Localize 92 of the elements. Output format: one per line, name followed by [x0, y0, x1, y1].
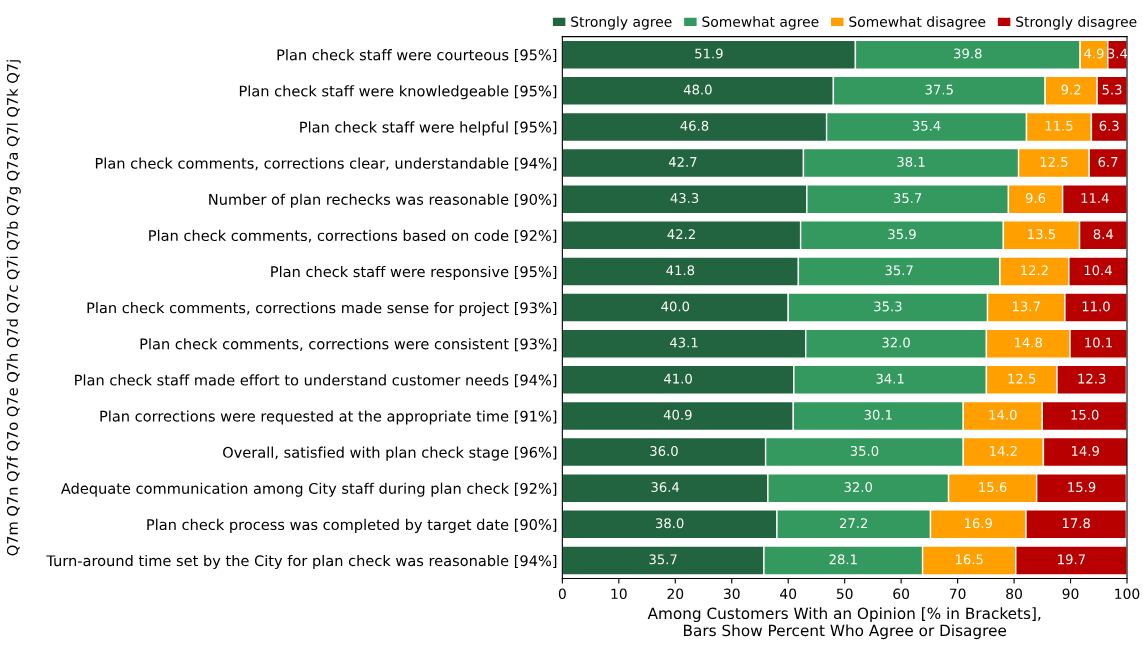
y-tick-label: Plan check comments, corrections clear, understandable [94%]: [95, 157, 557, 171]
data-label: 9.6: [1025, 193, 1046, 203]
data-label: 14.2: [990, 445, 1017, 456]
data-label: 12.2: [1021, 265, 1048, 276]
x-tick-label: 40: [780, 588, 797, 600]
data-label: 48.0: [683, 84, 712, 95]
data-label: 46.8: [680, 120, 709, 131]
data-label: 42.2: [667, 229, 695, 239]
data-label: 35.0: [850, 445, 879, 456]
data-label: 3.4: [1107, 48, 1128, 59]
data-label: 17.8: [1062, 518, 1090, 529]
x-tick-label: 60: [893, 588, 910, 600]
data-label: 15.9: [1068, 482, 1096, 493]
data-label: 15.6: [979, 482, 1007, 493]
y-tick-label: Plan check staff were helpful [95%]: [300, 121, 557, 136]
data-label: 35.4: [912, 120, 941, 131]
data-label: 4.9: [1084, 48, 1104, 59]
data-label: 38.0: [655, 518, 684, 529]
data-label: 51.9: [695, 48, 723, 59]
x-tick-label: 90: [1062, 588, 1079, 600]
data-label: 39.8: [954, 48, 982, 59]
data-label: 12.5: [1008, 373, 1036, 384]
data-label: 14.8: [1014, 337, 1042, 348]
y-tick-label: Adequate communication among City staff during plan check [92%]: [60, 482, 557, 497]
data-label: 6.3: [1099, 120, 1119, 131]
data-label: 32.0: [844, 482, 873, 493]
legend-label: Strongly disagree: [1016, 16, 1137, 30]
data-label: 36.0: [650, 445, 678, 456]
legend-label: Somewhat agree: [702, 16, 819, 30]
data-label: 37.5: [925, 84, 953, 95]
y-tick-label: Overall, satisfied with plan check stage [96%]: [223, 446, 557, 461]
y-tick-label: Plan check comments, corrections made sense for project [93%]: [87, 302, 557, 317]
data-label: 38.1: [897, 156, 925, 167]
y-tick-label: Plan check staff made effort to understand customer needs [94%]: [75, 374, 557, 388]
data-label: 40.9: [663, 409, 692, 420]
legend-label: Somewhat disagree: [849, 16, 986, 30]
x-tick-label: 20: [667, 588, 684, 600]
data-label: 5.3: [1102, 84, 1122, 95]
y-tick-label: Plan check staff were courteous [95%]: [277, 49, 557, 63]
data-label: 35.9: [888, 229, 916, 240]
y-tick-label: Number of plan rechecks was reasonable [90%]: [209, 193, 557, 208]
data-label: 36.4: [651, 482, 680, 493]
x-axis-title: Among Customers With an Opinion [% in Brackets], Bars Show Percent Who Agree or Disagree: [647, 607, 1041, 640]
data-label: 40.0: [661, 301, 690, 312]
x-tick-label: 10: [611, 588, 627, 600]
x-tick-label: 50: [836, 588, 853, 600]
data-label: 27.2: [839, 518, 868, 528]
data-label: 35.7: [885, 265, 913, 276]
data-label: 11.0: [1082, 301, 1110, 312]
data-label: 15.0: [1071, 409, 1099, 420]
data-label: 43.1: [669, 337, 698, 348]
data-label: 14.9: [1071, 445, 1099, 456]
data-label: 35.7: [893, 193, 922, 203]
x-tick-label: 70: [949, 588, 966, 600]
data-label: 41.0: [664, 373, 692, 384]
data-label: 34.1: [876, 373, 904, 384]
y-tick-label: Plan check staff were responsive [95%]: [271, 265, 557, 280]
data-label: 41.8: [666, 265, 695, 276]
data-label: 43.3: [670, 193, 699, 203]
data-label: 16.5: [955, 554, 983, 565]
data-label: 9.2: [1061, 84, 1081, 95]
y-tick-label: Plan check comments, corrections based on code [92%]: [149, 229, 557, 243]
y-tick-label: Plan corrections were requested at the appropriate time [91%]: [100, 410, 557, 425]
x-tick-label: 100: [1115, 588, 1140, 600]
data-label: 14.0: [989, 409, 1017, 420]
x-tick-label: 0: [558, 588, 566, 600]
data-label: 11.4: [1081, 193, 1109, 203]
data-label: 10.1: [1085, 337, 1112, 348]
data-label: 30.1: [864, 409, 892, 420]
data-label: 12.3: [1078, 373, 1106, 384]
data-label: 28.1: [829, 554, 857, 565]
data-label: 35.3: [874, 301, 902, 312]
y-tick-label: Turn-around time set by the City for plan check was reasonable [94%]: [46, 554, 557, 570]
x-tick-label: 80: [1006, 588, 1022, 600]
data-label: 10.4: [1084, 265, 1112, 276]
legend-label: Strongly agree: [571, 16, 672, 30]
data-label: 32.0: [882, 337, 910, 348]
y-tick-label: Plan check comments, corrections were consistent [93%]: [140, 338, 557, 352]
data-label: 42.7: [668, 156, 697, 167]
data-label: 35.7: [649, 554, 677, 565]
x-tick-label: 30: [723, 588, 740, 600]
data-label: 12.5: [1040, 156, 1068, 167]
y-tick-label: Plan check staff were knowledgeable [95%]: [239, 85, 557, 100]
y-axis-title: Q7m Q7n Q7f Q7o Q7e Q7h Q7d Q7c Q7i Q7b Q7g Q7a Q7l Q7k Q7j: [6, 60, 21, 556]
y-tick-label: Plan check process was completed by target date [90%]: [147, 518, 557, 533]
data-label: 6.7: [1098, 156, 1118, 167]
data-label: 8.4: [1093, 229, 1114, 240]
data-label: 11.5: [1045, 120, 1073, 131]
data-label: 16.9: [964, 518, 992, 529]
data-label: 13.7: [1012, 301, 1040, 312]
data-label: 13.5: [1028, 229, 1055, 240]
data-label: 19.7: [1058, 554, 1085, 565]
